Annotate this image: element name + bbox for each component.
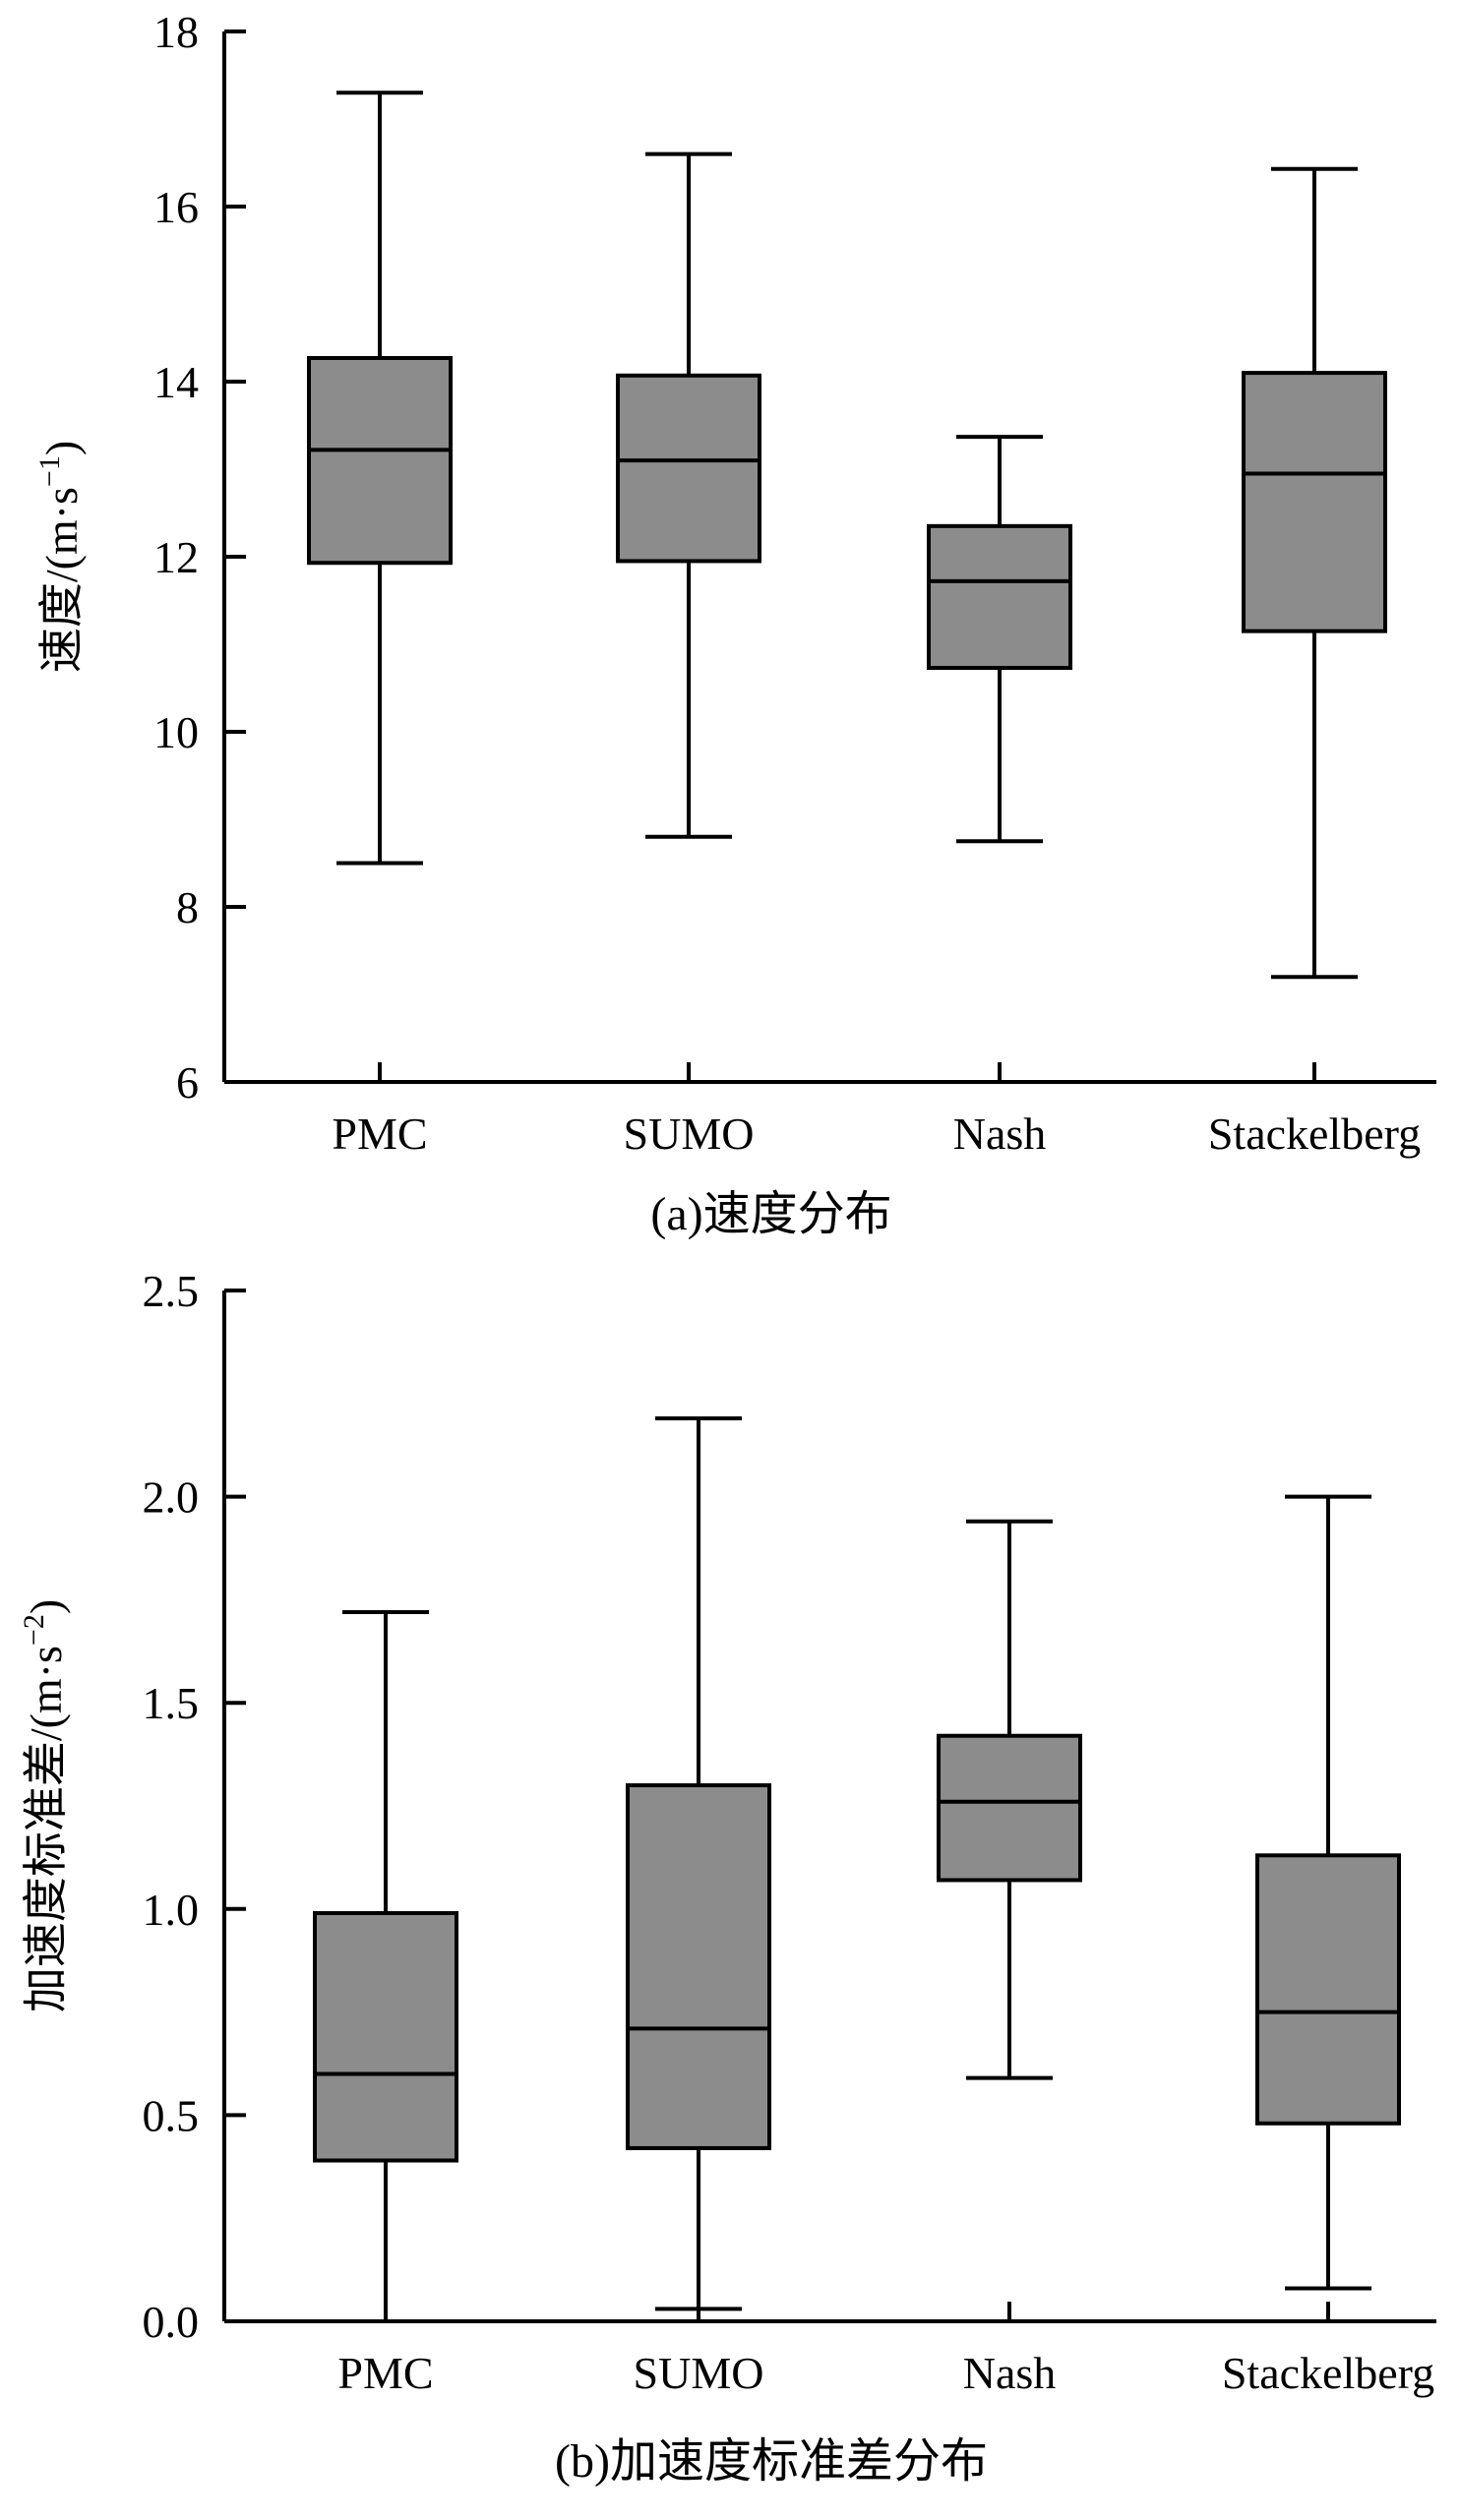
y-axis-label-exponent: −1 — [33, 455, 66, 487]
box-stackelberg — [1242, 166, 1387, 980]
y-tick-label: 2.0 — [143, 1472, 200, 1523]
y-tick-label: 2.5 — [143, 1266, 200, 1316]
y-axis-label-text: 速度/(m·s — [36, 487, 87, 673]
iqr-box — [626, 1783, 771, 2150]
box-sumo — [616, 151, 761, 839]
y-tick-label: 6 — [176, 1057, 199, 1108]
chart-caption: (b)加速度标准差分布 — [555, 2435, 988, 2488]
y-axis-label: 加速度标准差/(m·s−2) — [18, 1599, 71, 2012]
y-axis-label-close: ) — [36, 441, 87, 455]
x-category-label: Nash — [963, 2348, 1057, 2398]
x-category-label: PMC — [337, 2348, 433, 2398]
chart-a-speed-distribution: 6 8 10 12 14 16 18 PMC SUMO Nash Stackelberg 速度/(m·… — [33, 7, 1436, 1240]
box-stackelberg — [1255, 1494, 1401, 2291]
chart-caption: (a)速度分布 — [650, 1188, 891, 1240]
iqr-box — [927, 523, 1072, 671]
y-tick-label: 0.5 — [143, 2090, 200, 2140]
x-category-label: SUMO — [624, 1109, 755, 1159]
iqr-box — [1242, 371, 1387, 633]
x-category-label: Nash — [953, 1109, 1047, 1159]
y-axis-label-text: 加速度标准差/(m·s — [21, 1646, 71, 2012]
y-tick-label: 10 — [153, 707, 199, 757]
iqr-box — [313, 1910, 458, 2163]
y-tick-label: 0.0 — [143, 2297, 200, 2347]
box-pmc — [313, 1609, 458, 2323]
y-tick-label: 14 — [153, 357, 199, 407]
iqr-box — [1255, 1853, 1401, 2126]
x-category-label: Stackelberg — [1208, 1109, 1421, 1159]
box-sumo — [626, 1415, 771, 2311]
y-axis-label-close: ) — [21, 1599, 71, 1614]
iqr-box — [937, 1733, 1082, 1883]
y-tick-label: 12 — [153, 532, 199, 582]
y-tick-label: 18 — [153, 7, 199, 57]
y-tick-label: 1.0 — [143, 1885, 200, 1935]
chart-b-acceleration-std-distribution: 0.0 0.5 1.0 1.5 2.0 2.5 PMC SUMO Nash Stackelberg… — [18, 1266, 1436, 2488]
box-pmc — [307, 90, 453, 866]
box-nash — [927, 435, 1072, 844]
y-tick-label: 16 — [153, 182, 199, 232]
y-tick-label: 1.5 — [143, 1678, 200, 1728]
y-axis-label: 速度/(m·s−1) — [33, 441, 87, 673]
y-tick-label: 8 — [176, 882, 199, 932]
y-axis-label-exponent: −2 — [18, 1614, 50, 1646]
x-category-label: PMC — [332, 1109, 427, 1159]
box-nash — [937, 1519, 1082, 2080]
iqr-box — [616, 373, 761, 564]
iqr-box — [307, 355, 453, 566]
x-category-label: Stackelberg — [1222, 2348, 1434, 2398]
x-category-label: SUMO — [634, 2348, 764, 2398]
